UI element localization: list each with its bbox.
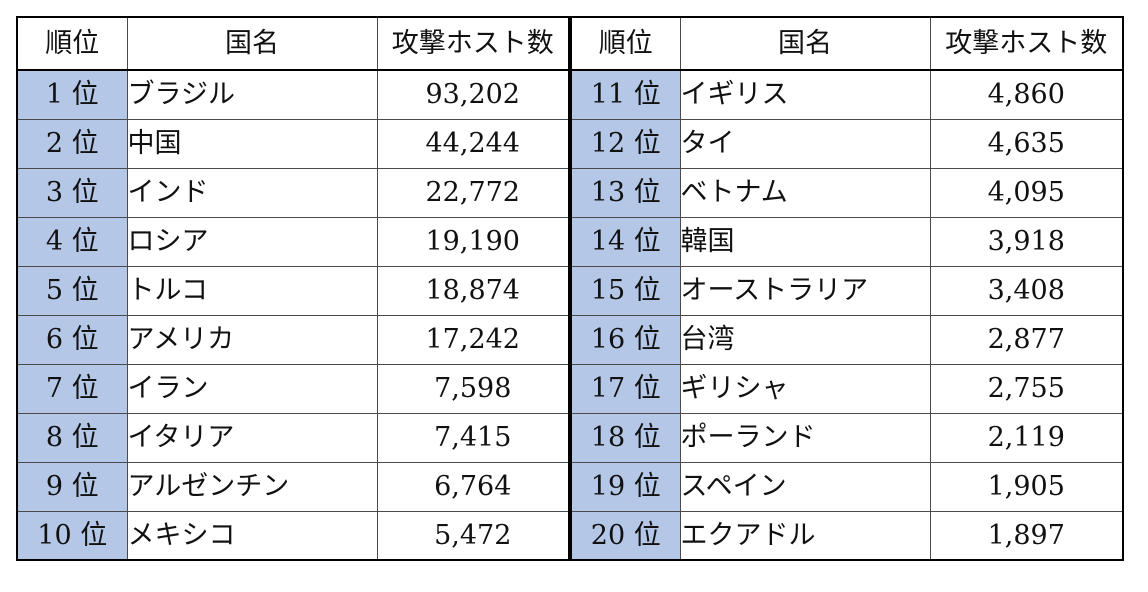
country-cell: イタリア: [126, 412, 378, 463]
country-cell: タイ: [679, 118, 931, 169]
rank-cell: 11 位: [569, 69, 681, 120]
rank-cell: 13 位: [569, 167, 681, 218]
table-row: 9 位アルゼンチン 6,764 19 位スペイン 1,905: [16, 461, 1124, 512]
hosts-cell: 2,877: [929, 314, 1124, 365]
hosts-cell: 3,918: [929, 216, 1124, 267]
rank-cell: 3 位: [16, 167, 128, 218]
attack-hosts-ranking-table: 順位 国名 攻撃ホスト数 順位 国名 攻撃ホスト数 1 位ブラジル 93,202 1…: [16, 16, 1124, 561]
country-cell: インド: [126, 167, 378, 218]
country-cell: トルコ: [126, 265, 378, 316]
hosts-cell: 3,408: [929, 265, 1124, 316]
rank-cell: 5 位: [16, 265, 128, 316]
rank-cell: 1 位: [16, 69, 128, 120]
hosts-cell: 4,860: [929, 69, 1124, 120]
country-cell: ブラジル: [126, 69, 378, 120]
hosts-cell: 7,415: [376, 412, 572, 463]
header-row: 順位 国名 攻撃ホスト数 順位 国名 攻撃ホスト数: [16, 16, 1124, 71]
rank-cell: 10 位: [16, 510, 128, 561]
hosts-cell: 7,598: [376, 363, 572, 414]
hosts-cell: 5,472: [376, 510, 572, 561]
hosts-cell: 22,772: [376, 167, 572, 218]
hosts-cell: 17,242: [376, 314, 572, 365]
header-country-right: 国名: [679, 16, 931, 71]
table-row: 6 位アメリカ 17,242 16 位台湾 2,877: [16, 314, 1124, 365]
country-cell: オーストラリア: [679, 265, 931, 316]
table-row: 2 位中国 44,244 12 位タイ 4,635: [16, 118, 1124, 169]
rank-cell: 19 位: [569, 461, 681, 512]
hosts-cell: 1,897: [929, 510, 1124, 561]
header-rank-right: 順位: [569, 16, 681, 71]
hosts-cell: 2,119: [929, 412, 1124, 463]
table-row: 8 位イタリア 7,415 18 位ポーランド 2,119: [16, 412, 1124, 463]
country-cell: ギリシャ: [679, 363, 931, 414]
rank-cell: 16 位: [569, 314, 681, 365]
table-row: 1 位ブラジル 93,202 11 位イギリス 4,860: [16, 69, 1124, 120]
country-cell: エクアドル: [679, 510, 931, 561]
header-hosts-left: 攻撃ホスト数: [376, 16, 572, 71]
country-cell: スペイン: [679, 461, 931, 512]
hosts-cell: 93,202: [376, 69, 572, 120]
country-cell: アメリカ: [126, 314, 378, 365]
rank-cell: 12 位: [569, 118, 681, 169]
hosts-cell: 2,755: [929, 363, 1124, 414]
country-cell: 韓国: [679, 216, 931, 267]
hosts-cell: 1,905: [929, 461, 1124, 512]
rank-cell: 14 位: [569, 216, 681, 267]
hosts-cell: 6,764: [376, 461, 572, 512]
rank-cell: 7 位: [16, 363, 128, 414]
table-body: 順位 国名 攻撃ホスト数 順位 国名 攻撃ホスト数 1 位ブラジル 93,202 1…: [16, 16, 1124, 561]
rank-cell: 17 位: [569, 363, 681, 414]
country-cell: メキシコ: [126, 510, 378, 561]
country-cell: ポーランド: [679, 412, 931, 463]
table-row: 3 位インド 22,772 13 位ベトナム 4,095: [16, 167, 1124, 218]
rank-cell: 8 位: [16, 412, 128, 463]
hosts-cell: 19,190: [376, 216, 572, 267]
header-country-left: 国名: [126, 16, 378, 71]
country-cell: イラン: [126, 363, 378, 414]
hosts-cell: 44,244: [376, 118, 572, 169]
rank-cell: 9 位: [16, 461, 128, 512]
table-row: 7 位イラン 7,598 17 位ギリシャ 2,755: [16, 363, 1124, 414]
rank-cell: 4 位: [16, 216, 128, 267]
table-row: 10 位メキシコ 5,472 20 位エクアドル 1,897: [16, 510, 1124, 561]
country-cell: 台湾: [679, 314, 931, 365]
country-cell: アルゼンチン: [126, 461, 378, 512]
header-hosts-right: 攻撃ホスト数: [929, 16, 1124, 71]
header-rank-left: 順位: [16, 16, 128, 71]
country-cell: ベトナム: [679, 167, 931, 218]
hosts-cell: 4,635: [929, 118, 1124, 169]
country-cell: イギリス: [679, 69, 931, 120]
table-row: 4 位ロシア 19,190 14 位韓国 3,918: [16, 216, 1124, 267]
table-row: 5 位トルコ 18,874 15 位オーストラリア 3,408: [16, 265, 1124, 316]
rank-cell: 2 位: [16, 118, 128, 169]
rank-cell: 6 位: [16, 314, 128, 365]
country-cell: ロシア: [126, 216, 378, 267]
hosts-cell: 4,095: [929, 167, 1124, 218]
rank-cell: 20 位: [569, 510, 681, 561]
hosts-cell: 18,874: [376, 265, 572, 316]
rank-cell: 15 位: [569, 265, 681, 316]
rank-cell: 18 位: [569, 412, 681, 463]
country-cell: 中国: [126, 118, 378, 169]
